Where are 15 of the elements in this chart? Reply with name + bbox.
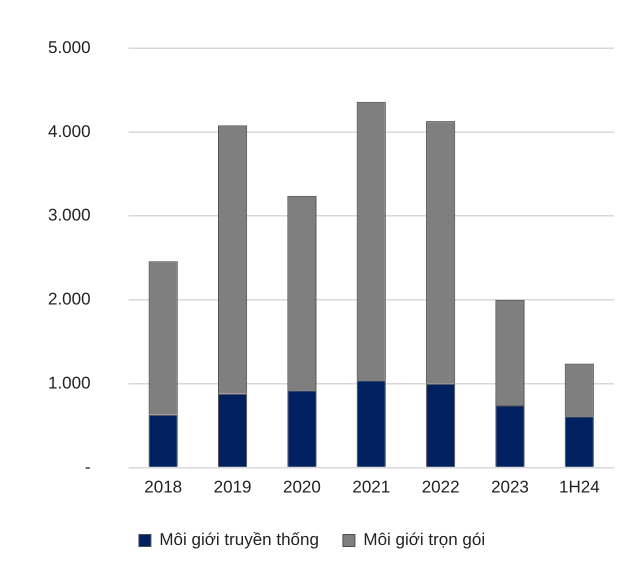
x-tick-label: 2018 <box>144 477 182 496</box>
x-tick-label: 2022 <box>422 477 460 496</box>
y-tick-label: 5.000 <box>48 38 91 57</box>
x-tick-label: 1H24 <box>559 477 600 496</box>
y-tick-label: 2.000 <box>48 290 91 309</box>
legend-label: Môi giới trọn gói <box>363 530 486 550</box>
legend-label: Môi giới truyền thống <box>159 530 319 550</box>
x-tick-label: 2023 <box>491 477 529 496</box>
x-tick-label: 2021 <box>352 477 390 496</box>
y-tick-label: 4.000 <box>48 122 91 141</box>
x-tick-label: 2019 <box>214 477 252 496</box>
y-tick-label: 1.000 <box>48 373 91 392</box>
y-tick-label: 3.000 <box>48 206 91 225</box>
x-tick-label: 2020 <box>283 477 321 496</box>
y-tick-label: - <box>84 457 91 476</box>
